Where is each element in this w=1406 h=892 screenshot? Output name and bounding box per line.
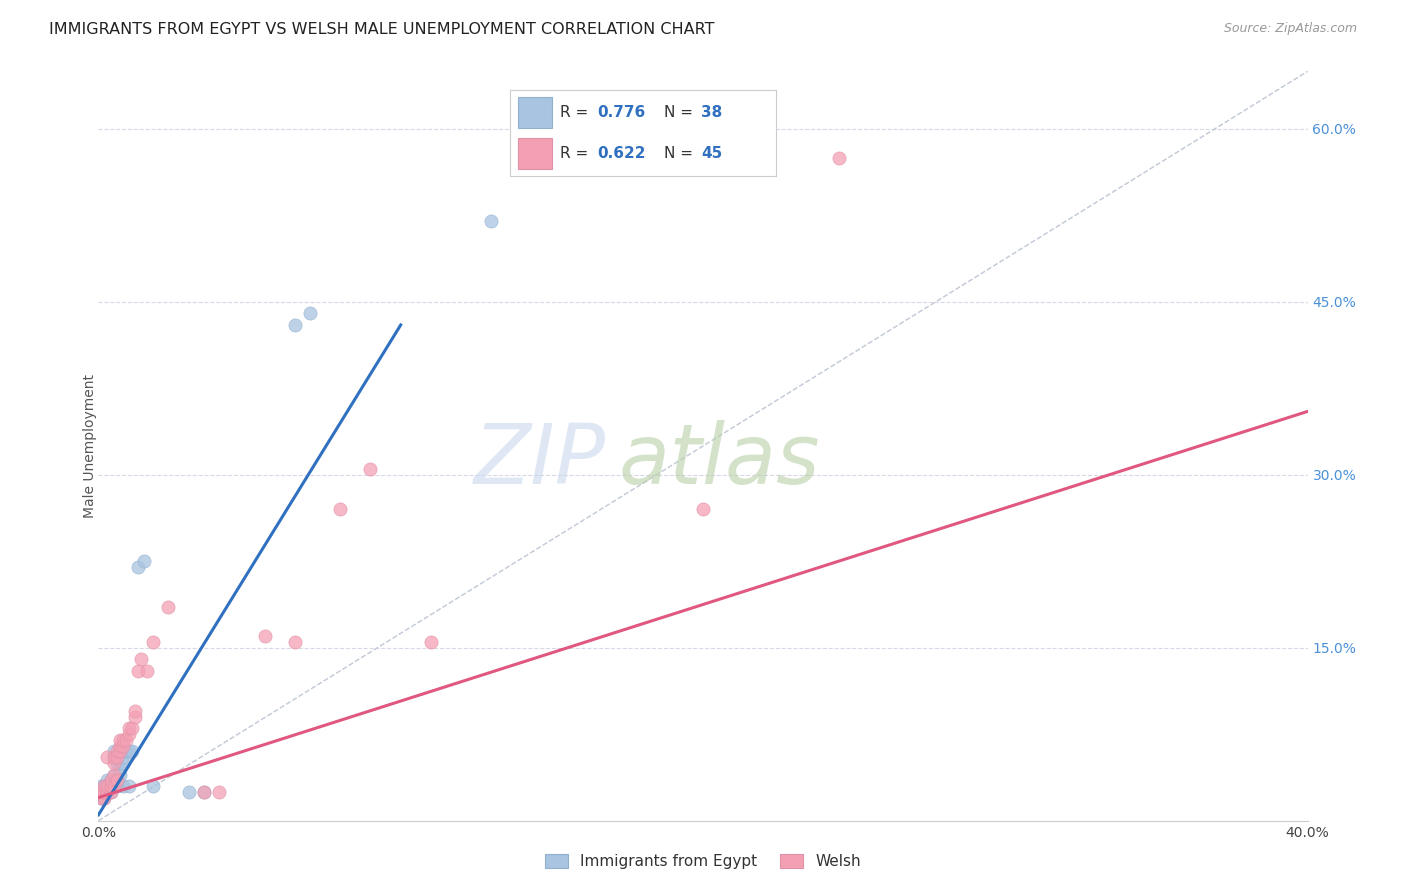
- Point: [105, 779, 128, 793]
- Point: [114, 750, 136, 764]
- Point: [93, 785, 115, 799]
- Point: [111, 733, 134, 747]
- Point: [208, 785, 231, 799]
- Point: [111, 756, 134, 770]
- Point: [193, 785, 215, 799]
- Point: [93, 779, 115, 793]
- Point: [105, 756, 128, 770]
- Point: [100, 779, 122, 793]
- Point: [114, 744, 136, 758]
- Point: [135, 664, 157, 678]
- Point: [108, 744, 131, 758]
- Point: [118, 744, 141, 758]
- Point: [103, 767, 125, 781]
- Point: [103, 779, 125, 793]
- Point: [253, 629, 276, 643]
- Point: [93, 785, 115, 799]
- Point: [105, 744, 128, 758]
- Point: [124, 704, 146, 718]
- Point: [96, 785, 118, 799]
- Point: [96, 750, 118, 764]
- Point: [103, 756, 125, 770]
- Point: [105, 750, 128, 764]
- Point: [111, 779, 134, 793]
- Point: [103, 750, 125, 764]
- Point: [100, 785, 122, 799]
- Point: [118, 779, 141, 793]
- Point: [127, 560, 149, 574]
- Point: [90, 785, 112, 799]
- Point: [108, 762, 131, 776]
- Point: [118, 722, 141, 736]
- Point: [93, 790, 115, 805]
- Point: [105, 773, 128, 788]
- Point: [90, 785, 112, 799]
- Point: [108, 739, 131, 753]
- Point: [828, 151, 851, 165]
- Point: [96, 779, 118, 793]
- Point: [142, 635, 165, 649]
- Point: [142, 779, 165, 793]
- Point: [96, 779, 118, 793]
- Point: [96, 785, 118, 799]
- Point: [90, 785, 112, 799]
- Point: [90, 790, 112, 805]
- Point: [100, 779, 122, 793]
- Text: Source: ZipAtlas.com: Source: ZipAtlas.com: [1223, 22, 1357, 36]
- Point: [481, 214, 503, 228]
- Point: [329, 502, 352, 516]
- Point: [93, 779, 115, 793]
- Point: [90, 790, 112, 805]
- Point: [111, 739, 134, 753]
- Point: [360, 462, 382, 476]
- Point: [105, 750, 128, 764]
- Point: [118, 727, 141, 741]
- Text: ZIP: ZIP: [474, 420, 606, 501]
- Point: [100, 785, 122, 799]
- Point: [103, 750, 125, 764]
- Point: [284, 635, 307, 649]
- Point: [103, 779, 125, 793]
- Point: [114, 733, 136, 747]
- Point: [103, 767, 125, 781]
- Point: [96, 773, 118, 788]
- Point: [132, 554, 155, 568]
- Point: [129, 652, 152, 666]
- Point: [692, 502, 714, 516]
- Point: [90, 779, 112, 793]
- Point: [284, 318, 307, 332]
- Point: [103, 744, 125, 758]
- Point: [121, 722, 143, 736]
- Point: [100, 773, 122, 788]
- Point: [179, 785, 201, 799]
- Point: [90, 785, 112, 799]
- Point: [124, 710, 146, 724]
- Text: atlas: atlas: [619, 420, 820, 501]
- Legend: Immigrants from Egypt, Welsh: Immigrants from Egypt, Welsh: [538, 847, 868, 875]
- Point: [420, 635, 443, 649]
- Point: [93, 779, 115, 793]
- Point: [93, 790, 115, 805]
- Point: [108, 767, 131, 781]
- Point: [100, 773, 122, 788]
- Point: [156, 600, 179, 615]
- Point: [299, 306, 322, 320]
- Y-axis label: Male Unemployment: Male Unemployment: [83, 374, 97, 518]
- Point: [96, 785, 118, 799]
- Point: [108, 733, 131, 747]
- Point: [127, 664, 149, 678]
- Point: [121, 744, 143, 758]
- Text: IMMIGRANTS FROM EGYPT VS WELSH MALE UNEMPLOYMENT CORRELATION CHART: IMMIGRANTS FROM EGYPT VS WELSH MALE UNEM…: [49, 22, 714, 37]
- Point: [193, 785, 215, 799]
